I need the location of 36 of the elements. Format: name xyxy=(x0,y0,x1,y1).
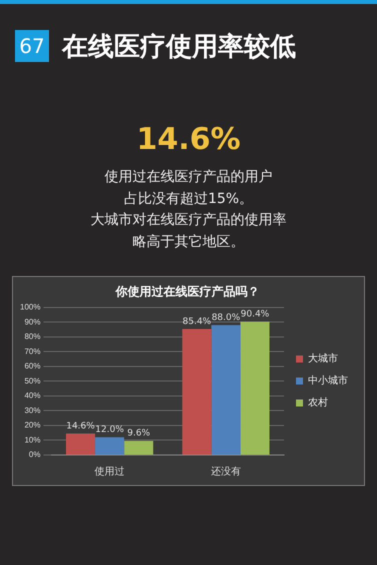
legend-label: 农村 xyxy=(308,396,328,409)
x-tick-label: 还没有 xyxy=(210,466,241,478)
x-tick-label: 使用过 xyxy=(94,466,125,478)
y-tick-label: 90% xyxy=(24,317,40,326)
y-tick-label: 30% xyxy=(24,406,40,415)
text: 占比没有超过15%。 xyxy=(122,190,254,208)
y-tick-label: 100% xyxy=(20,302,40,312)
y-tick-label: 60% xyxy=(24,362,40,371)
y-tick-label: 10% xyxy=(24,435,40,444)
text: 使用过在线医疗产品的用户 xyxy=(104,168,274,187)
bar xyxy=(66,433,96,454)
data-label: 88.0% xyxy=(212,312,241,323)
y-tick-label: 50% xyxy=(24,376,40,386)
bar xyxy=(124,440,154,454)
bar xyxy=(211,325,240,454)
text: 略高于其它地区。 xyxy=(132,232,246,252)
y-tick-label: 80% xyxy=(24,332,40,342)
data-label: 14.6% xyxy=(66,421,96,432)
text: 67 xyxy=(15,30,49,62)
y-tick-label: 70% xyxy=(24,346,40,356)
y-tick-label: 40% xyxy=(24,391,40,400)
data-label: 90.4% xyxy=(240,309,270,320)
data-label: 9.6% xyxy=(127,428,151,439)
bar xyxy=(240,322,270,454)
y-tick-label: 20% xyxy=(24,420,40,430)
legend-label: 大城市 xyxy=(308,352,338,365)
data-label: 12.0% xyxy=(95,425,124,436)
data-label: 85.4% xyxy=(182,316,212,327)
text: 14.6% xyxy=(135,122,242,157)
bar xyxy=(95,437,124,454)
y-tick-label: 0% xyxy=(28,450,40,460)
legend-label: 中小城市 xyxy=(308,374,348,387)
bar xyxy=(182,328,212,454)
text: 大城市对在线医疗产品的使用率 xyxy=(90,211,288,230)
chart-title: 你使用过在线医疗产品吗？ xyxy=(114,284,260,298)
text: 在线医疗使用率较低 xyxy=(62,31,296,64)
